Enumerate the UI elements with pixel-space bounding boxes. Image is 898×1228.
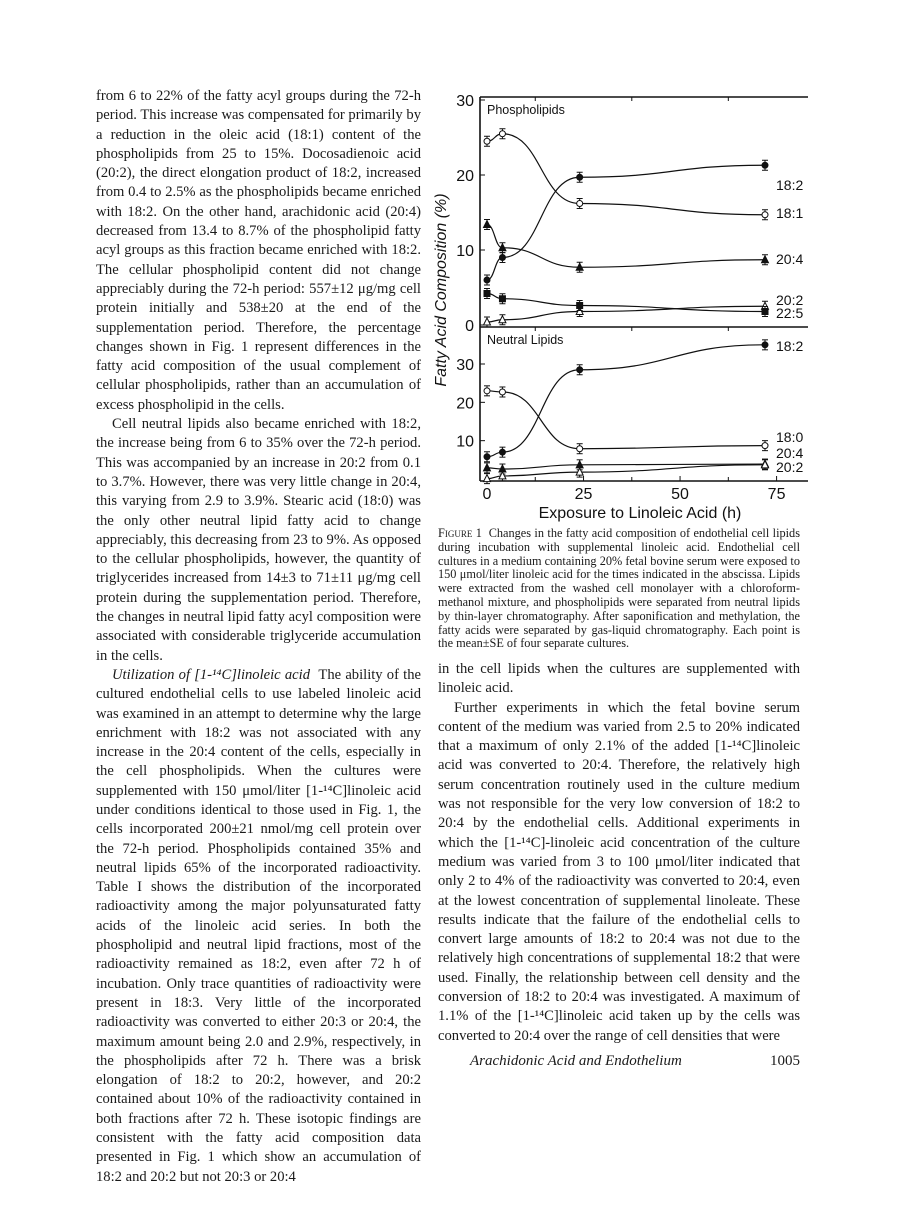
data-point [760, 254, 770, 264]
paragraph: Cell neutral lipids also became enriched… [96, 416, 421, 664]
y-tick-label: 10 [456, 434, 474, 451]
left-column: from 6 to 22% of the fatty acyl groups d… [96, 87, 421, 1187]
caption-label: Figure 1 [438, 526, 482, 540]
data-point [576, 173, 584, 181]
data-point [761, 308, 769, 315]
series-label: 18:2 [776, 338, 803, 354]
data-point [576, 302, 584, 309]
series-line-22-5 [486, 292, 766, 313]
section-heading: Utilization of [1-¹⁴C]linoleic acid [112, 666, 310, 683]
series-label: 20:4 [776, 251, 803, 267]
data-point [575, 466, 584, 476]
series-line-20-2 [486, 305, 766, 323]
y-tick-label: 20 [456, 168, 474, 185]
series-label: 20:2 [776, 459, 803, 475]
series-line-18-2 [486, 164, 766, 281]
paragraph: Utilization of [1-¹⁴C]linoleic acid The … [96, 666, 421, 1187]
data-point [483, 387, 491, 395]
data-point [761, 211, 769, 219]
series-line-18-1 [486, 133, 766, 216]
data-point [483, 453, 491, 461]
page-footer: Arachidonic Acid and Endothelium 1005 [470, 1053, 800, 1070]
data-point [498, 314, 507, 324]
paragraph: in the cell lipids when the cultures are… [438, 661, 800, 697]
series-label: 18:1 [776, 205, 803, 221]
data-point [483, 137, 491, 145]
data-point [482, 462, 492, 472]
data-point [482, 473, 492, 483]
figure-caption: Figure 1 Changes in the fatty acid compo… [438, 526, 800, 651]
data-point [576, 366, 584, 374]
series-label: 18:2 [776, 177, 803, 193]
section-text: The ability of the cultured endothelial … [96, 666, 422, 1185]
data-point [498, 242, 507, 252]
x-tick-label: 0 [483, 486, 492, 503]
series-label: 20:4 [776, 445, 803, 461]
data-point [498, 388, 506, 396]
data-point [498, 448, 506, 456]
data-point [576, 200, 584, 207]
series-line-20-4 [486, 223, 766, 268]
series-label: 20:2 [776, 292, 803, 308]
data-point [482, 219, 492, 228]
x-tick-label: 25 [575, 486, 593, 503]
series-line-20-4 [486, 463, 766, 470]
running-title: Arachidonic Acid and Endothelium [470, 1053, 682, 1069]
series-label: 18:0 [776, 429, 803, 445]
page-number: 1005 [770, 1053, 800, 1069]
data-point [761, 161, 769, 169]
series-label: 22:5 [776, 305, 803, 321]
data-point [482, 316, 492, 326]
x-tick-label: 50 [671, 486, 689, 503]
y-tick-label: 0 [465, 318, 474, 335]
data-point [760, 459, 770, 469]
data-point [498, 130, 506, 138]
y-tick-label: 20 [456, 395, 474, 412]
series-line-20-2 [486, 464, 766, 480]
data-point [576, 445, 584, 453]
data-point [498, 295, 506, 303]
series-line-18-2 [486, 344, 766, 458]
y-axis-label: Fatty Acid Composition (%) [433, 193, 450, 386]
data-point [498, 470, 507, 480]
data-point [761, 341, 769, 349]
data-point [483, 276, 491, 284]
y-tick-label: 30 [456, 357, 474, 374]
data-point [483, 290, 491, 297]
data-point [575, 262, 584, 271]
y-tick-label: 10 [456, 243, 474, 260]
x-tick-label: 75 [768, 486, 786, 503]
figure-1-chart: 0 25 50 75 Exposure to Linoleic Acid (h) Fatt… [433, 93, 808, 522]
panel-title: Neutral Lipids [487, 333, 563, 347]
data-point [761, 442, 769, 450]
data-point [498, 254, 506, 261]
series-line-18-0 [486, 390, 766, 450]
right-column: in the cell lipids when the cultures are… [438, 660, 800, 1046]
paragraph: Further experiments in which the fetal b… [438, 699, 800, 1044]
y-tick-label: 30 [456, 93, 474, 110]
panel-title: Phospholipids [487, 103, 565, 117]
x-axis-label: Exposure to Linoleic Acid (h) [539, 505, 742, 522]
paragraph: from 6 to 22% of the fatty acyl groups d… [96, 88, 421, 413]
caption-text: Changes in the fatty acid composition of… [438, 526, 800, 651]
